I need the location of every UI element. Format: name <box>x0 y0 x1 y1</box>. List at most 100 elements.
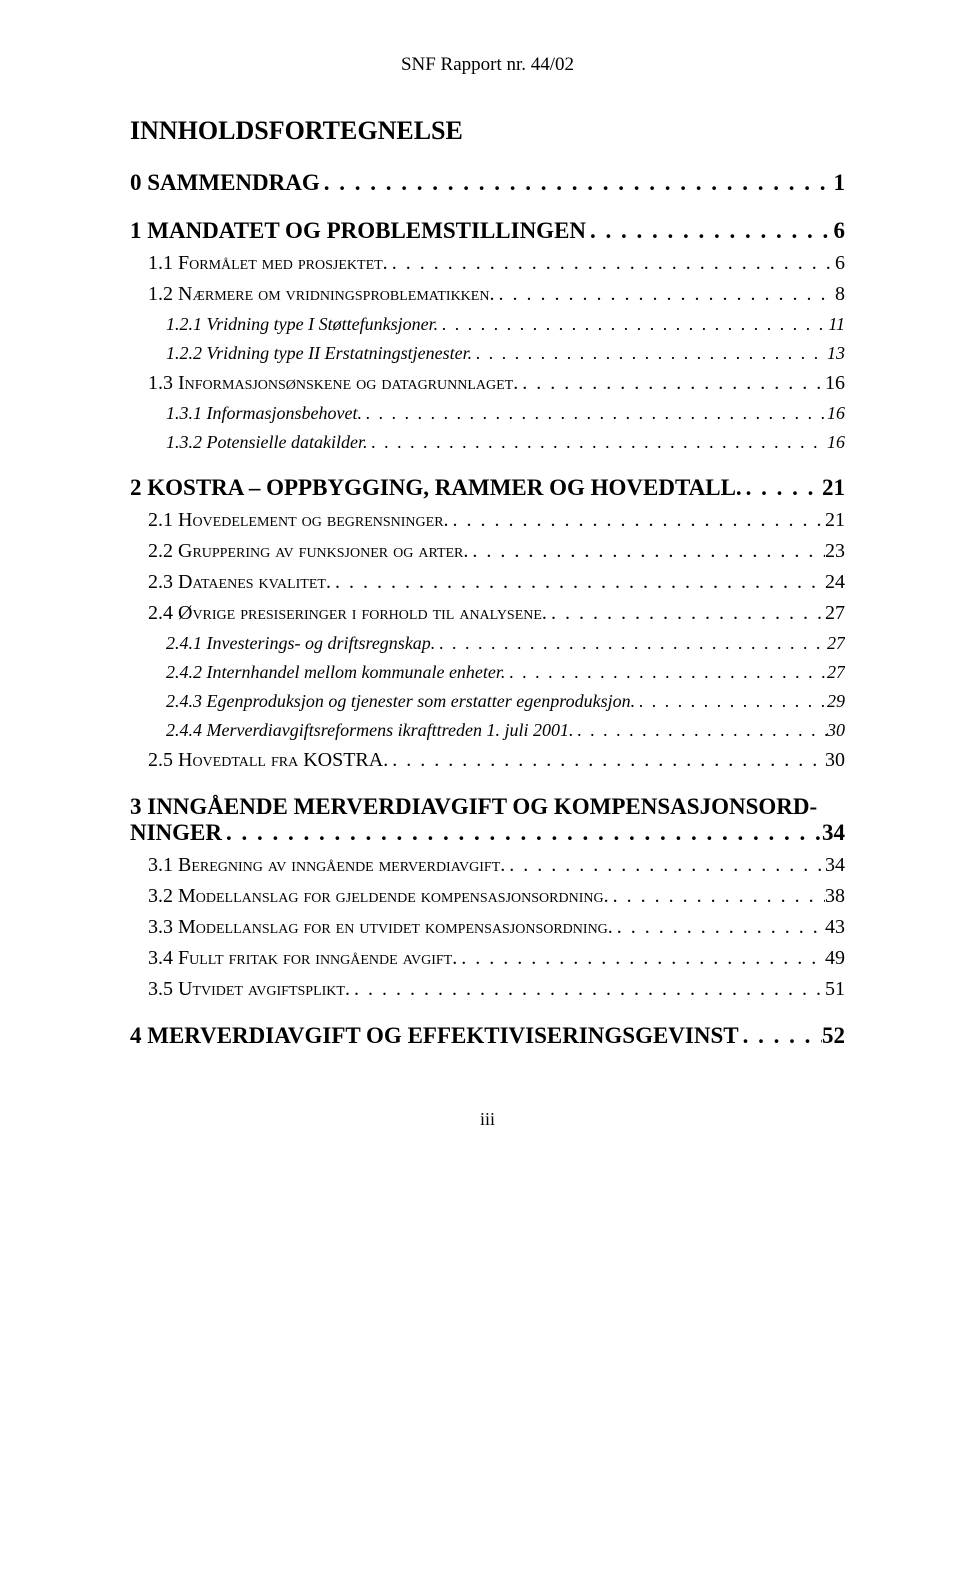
toc-entry-label: 1.3.1 Informasjonsbehovet. <box>166 403 362 424</box>
toc-entry-label: 3 INNGÅENDE MERVERDIAVGIFT OG KOMPENSASJ… <box>130 794 817 820</box>
toc-dots: . . . . . . . . . . . . . . . . . . . . … <box>505 662 827 683</box>
toc-entry-label: 2.5 Hovedtall fra KOSTRA. <box>148 749 388 772</box>
toc-dots: . . . . . . . . . . . . . . . . . . . . … <box>320 170 834 196</box>
toc-entry: 3 INNGÅENDE MERVERDIAVGIFT OG KOMPENSASJ… <box>130 794 845 846</box>
toc-entry-page: 6 <box>835 252 845 275</box>
toc-entry: 2.4.4 Merverdiavgiftsreformens ikrafttre… <box>166 720 845 741</box>
toc-entry: 2.4 Øvrige presiseringer i forhold til a… <box>148 602 845 625</box>
toc-entry: 2.4.1 Investerings- og driftsregnskap.. … <box>166 633 845 654</box>
toc-entry-page: 11 <box>828 314 845 335</box>
toc-entry: 1.3.1 Informasjonsbehovet.. . . . . . . … <box>166 403 845 424</box>
toc-dots: . . . . . . . . . . . . . . . . . . . . … <box>367 432 827 453</box>
toc-entry-page: 24 <box>825 571 845 594</box>
toc-entry-label: 2.4.2 Internhandel mellom kommunale enhe… <box>166 662 505 683</box>
main-heading: INNHOLDSFORTEGNELSE <box>130 116 845 146</box>
toc-entry-page: 16 <box>825 372 845 395</box>
toc-entry-label: 2.3 Dataenes kvalitet. <box>148 571 331 594</box>
toc-entry-label: 0 SAMMENDRAG <box>130 170 320 196</box>
toc-entry-page: 52 <box>822 1023 845 1049</box>
toc-entry-label: 3.2 Modellanslag for gjeldende kompensas… <box>148 885 609 908</box>
toc-entry: 2 KOSTRA – OPPBYGGING, RAMMER OG HOVEDTA… <box>130 475 845 501</box>
toc-dots: . . . . . . . . . . . . . . . . . . . . … <box>586 218 833 244</box>
toc-entry-page: 27 <box>827 662 845 683</box>
toc-dots: . . . . . . . . . . . . . . . . . . . . … <box>222 820 822 846</box>
toc-entry-page: 21 <box>825 509 845 532</box>
toc-entry-page: 16 <box>827 432 845 453</box>
toc-entry-page: 13 <box>827 343 845 364</box>
toc-entry: 1.2 Nærmere om vridningsproblematikken..… <box>148 283 845 306</box>
toc-entry: 1.1 Formålet med prosjektet.. . . . . . … <box>148 252 845 275</box>
toc-entry: 3.5 Utvidet avgiftsplikt.. . . . . . . .… <box>148 978 845 1001</box>
table-of-contents: 0 SAMMENDRAG. . . . . . . . . . . . . . … <box>130 170 845 1049</box>
toc-entry-page: 23 <box>825 540 845 563</box>
toc-entry-label: 4 MERVERDIAVGIFT OG EFFEKTIVISERINGSGEVI… <box>130 1023 739 1049</box>
toc-entry-page: 1 <box>834 170 846 196</box>
toc-dots: . . . . . . . . . . . . . . . . . . . . … <box>350 978 825 1001</box>
toc-entry: 1.2.2 Vridning type II Erstatningstjenes… <box>166 343 845 364</box>
toc-entry: 2.3 Dataenes kvalitet.. . . . . . . . . … <box>148 571 845 594</box>
toc-entry-label: 1.1 Formålet med prosjektet. <box>148 252 388 275</box>
toc-entry-label: 1.2 Nærmere om vridningsproblematikken. <box>148 283 494 306</box>
toc-entry: 2.4.2 Internhandel mellom kommunale enhe… <box>166 662 845 683</box>
toc-entry: 1.2.1 Vridning type I Støttefunksjoner..… <box>166 314 845 335</box>
toc-entry-label: 2.4.4 Merverdiavgiftsreformens ikrafttre… <box>166 720 573 741</box>
toc-entry: 3.2 Modellanslag for gjeldende kompensas… <box>148 885 845 908</box>
toc-entry-page: 27 <box>827 633 845 654</box>
toc-entry-label: 2.4.1 Investerings- og driftsregnskap. <box>166 633 435 654</box>
toc-entry-label: NINGER <box>130 820 222 846</box>
toc-dots: . . . . . . . . . . . . . . . . . . . . … <box>547 602 825 625</box>
toc-entry: 3.3 Modellanslag for en utvidet kompensa… <box>148 916 845 939</box>
toc-entry: 2.5 Hovedtall fra KOSTRA.. . . . . . . .… <box>148 749 845 772</box>
toc-entry-page: 43 <box>825 916 845 939</box>
toc-entry-label: 1.3.2 Potensielle datakilder. <box>166 432 367 453</box>
toc-entry: 2.4.3 Egenproduksjon og tjenester som er… <box>166 691 845 712</box>
toc-entry-page: 30 <box>827 720 845 741</box>
toc-dots: . . . . . . . . . . . . . . . . . . . . … <box>449 509 825 532</box>
toc-entry-label: 1.3 Informasjonsønskene og datagrunnlage… <box>148 372 518 395</box>
toc-dots: . . . . . . . . . . . . . . . . . . . . … <box>742 475 822 501</box>
report-header: SNF Rapport nr. 44/02 <box>130 54 845 76</box>
toc-dots: . . . . . . . . . . . . . . . . . . . . … <box>438 314 828 335</box>
toc-entry-page: 34 <box>822 820 845 846</box>
toc-entry: 1 MANDATET OG PROBLEMSTILLINGEN. . . . .… <box>130 218 845 244</box>
toc-entry: 4 MERVERDIAVGIFT OG EFFEKTIVISERINGSGEVI… <box>130 1023 845 1049</box>
toc-dots: . . . . . . . . . . . . . . . . . . . . … <box>635 691 827 712</box>
toc-dots: . . . . . . . . . . . . . . . . . . . . … <box>573 720 827 741</box>
toc-entry-label: 3.5 Utvidet avgiftsplikt. <box>148 978 350 1001</box>
toc-entry-label: 3.3 Modellanslag for en utvidet kompensa… <box>148 916 613 939</box>
toc-dots: . . . . . . . . . . . . . . . . . . . . … <box>331 571 825 594</box>
toc-entry-label: 2.4 Øvrige presiseringer i forhold til a… <box>148 602 547 625</box>
toc-dots: . . . . . . . . . . . . . . . . . . . . … <box>494 283 835 306</box>
toc-dots: . . . . . . . . . . . . . . . . . . . . … <box>468 540 825 563</box>
toc-entry-page: 8 <box>835 283 845 306</box>
toc-entry: 1.3.2 Potensielle datakilder.. . . . . .… <box>166 432 845 453</box>
toc-entry-page: 49 <box>825 947 845 970</box>
toc-dots: . . . . . . . . . . . . . . . . . . . . … <box>613 916 825 939</box>
toc-dots: . . . . . . . . . . . . . . . . . . . . … <box>435 633 827 654</box>
toc-dots: . . . . . . . . . . . . . . . . . . . . … <box>457 947 825 970</box>
toc-dots: . . . . . . . . . . . . . . . . . . . . … <box>739 1023 822 1049</box>
toc-entry-page: 51 <box>825 978 845 1001</box>
toc-entry-label: 3.1 Beregning av inngående merverdiavgif… <box>148 854 505 877</box>
toc-dots: . . . . . . . . . . . . . . . . . . . . … <box>362 403 827 424</box>
toc-dots: . . . . . . . . . . . . . . . . . . . . … <box>609 885 825 908</box>
toc-entry-label: 3.4 Fullt fritak for inngående avgift. <box>148 947 457 970</box>
toc-dots: . . . . . . . . . . . . . . . . . . . . … <box>388 252 835 275</box>
toc-dots: . . . . . . . . . . . . . . . . . . . . … <box>518 372 825 395</box>
toc-entry-label: 1.2.2 Vridning type II Erstatningstjenes… <box>166 343 472 364</box>
toc-entry-page: 34 <box>825 854 845 877</box>
toc-entry-label: 2.1 Hovedelement og begrensninger. <box>148 509 449 532</box>
page-number-footer: iii <box>130 1109 845 1130</box>
toc-dots: . . . . . . . . . . . . . . . . . . . . … <box>388 749 825 772</box>
toc-entry: 3.4 Fullt fritak for inngående avgift.. … <box>148 947 845 970</box>
toc-entry-page: 21 <box>822 475 845 501</box>
toc-entry-label: 2 KOSTRA – OPPBYGGING, RAMMER OG HOVEDTA… <box>130 475 742 501</box>
toc-entry-page: 30 <box>825 749 845 772</box>
toc-entry: 2.2 Gruppering av funksjoner og arter.. … <box>148 540 845 563</box>
toc-entry-page: 29 <box>827 691 845 712</box>
toc-entry-label: 2.4.3 Egenproduksjon og tjenester som er… <box>166 691 635 712</box>
toc-dots: . . . . . . . . . . . . . . . . . . . . … <box>505 854 825 877</box>
toc-entry: 1.3 Informasjonsønskene og datagrunnlage… <box>148 372 845 395</box>
toc-entry: 0 SAMMENDRAG. . . . . . . . . . . . . . … <box>130 170 845 196</box>
toc-entry-label: 1 MANDATET OG PROBLEMSTILLINGEN <box>130 218 586 244</box>
